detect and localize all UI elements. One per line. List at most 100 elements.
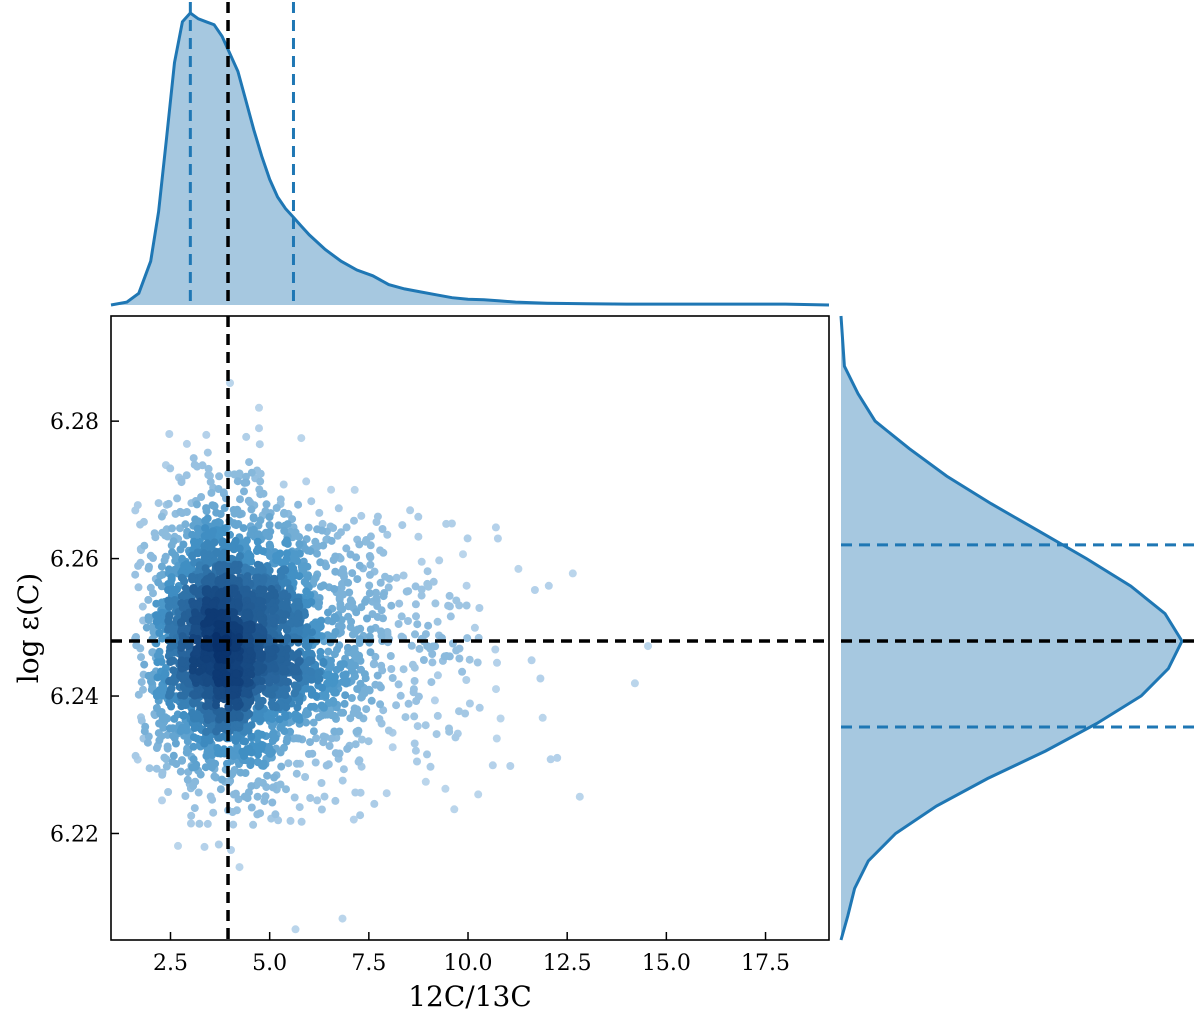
scatter-point [137,716,146,725]
scatter-point [349,815,358,824]
scatter-point [318,519,327,528]
scatter-point [271,664,280,673]
scatter-point [432,730,441,739]
scatter-point [514,564,523,573]
scatter-point [382,789,391,798]
scatter-point [158,796,166,805]
scatter-point [347,617,356,626]
scatter-point [256,701,265,710]
scatter-point [372,588,380,597]
scatter-point [201,524,210,533]
scatter-point [506,762,515,770]
scatter-point [239,524,248,533]
scatter-point [167,702,176,711]
scatter-point [536,674,545,683]
scatter-point [301,544,310,553]
scatter-point [307,667,316,676]
scatter-point [351,788,360,797]
scatter-point [327,485,336,494]
scatter-point [187,811,196,820]
scatter-point [179,711,188,720]
scatter-point [203,711,212,720]
scatter-point [268,722,277,731]
scatter-point [331,672,339,681]
scatter-point [265,540,274,549]
scatter-point [232,702,241,711]
scatter-point [302,477,311,486]
scatter-point [190,460,199,469]
scatter-point [274,816,283,825]
scatter-point [270,630,279,639]
scatter-point [411,746,420,755]
scatter-point [310,702,318,711]
scatter-point [171,586,180,595]
scatter-point [257,616,266,624]
scatter-point [387,601,396,610]
top-marginal-fill [111,13,829,305]
scatter-point [180,577,189,586]
scatter-point [212,508,221,517]
scatter-point [392,701,401,710]
scatter-point [306,738,314,747]
scatter-point [254,663,262,672]
scatter-point [159,686,168,695]
scatter-point [256,649,265,658]
scatter-point [306,794,315,802]
scatter-point [445,652,454,661]
scatter-point [553,753,562,762]
scatter-point [383,630,392,639]
scatter-point [376,700,385,709]
scatter-point [247,782,256,791]
scatter-point [314,602,323,611]
scatter-point [316,558,325,567]
scatter-point [146,551,155,560]
scatter-point [181,520,190,529]
scatter-point [133,501,142,510]
scatter-point [361,674,370,683]
scatter-point [216,785,225,794]
y-tick-label: 6.28 [50,410,99,435]
scatter-point [224,469,233,478]
scatter-point [358,735,366,744]
scatter-point [324,647,333,656]
scatter-point [271,810,280,819]
scatter-point [189,733,198,742]
scatter-point [212,701,220,710]
scatter-point [355,561,364,570]
scatter-point [291,616,300,625]
scatter-point [189,454,198,463]
scatter-point [308,749,317,758]
scatter-point [421,721,430,730]
scatter-point [203,533,212,542]
scatter-point [410,712,419,721]
scatter-point [452,646,461,655]
scatter-point [151,533,160,542]
scatter-point [247,505,256,514]
scatter-point [280,508,289,517]
scatter-point [206,612,215,621]
scatter-point [281,600,290,609]
scatter-point [295,698,304,706]
scatter-point [423,567,432,576]
scatter-point [319,738,328,747]
scatter-point [322,562,331,571]
scatter-point [315,623,324,632]
scatter-point [351,648,360,657]
scatter-point [366,541,375,550]
scatter-point [176,545,185,554]
scatter-point [546,755,555,764]
scatter-point [231,641,240,650]
scatter-point [176,672,185,680]
scatter-point [271,734,280,743]
scatter-point [195,819,204,828]
scatter-point [166,464,175,473]
scatter-point [267,585,276,593]
scatter-point [412,697,421,705]
scatter-point [177,618,185,627]
scatter-point [292,769,301,778]
scatter-point [153,673,162,682]
scatter-point [169,537,178,546]
scatter-point [311,573,320,582]
scatter-point [195,561,204,570]
scatter-point [267,699,276,708]
